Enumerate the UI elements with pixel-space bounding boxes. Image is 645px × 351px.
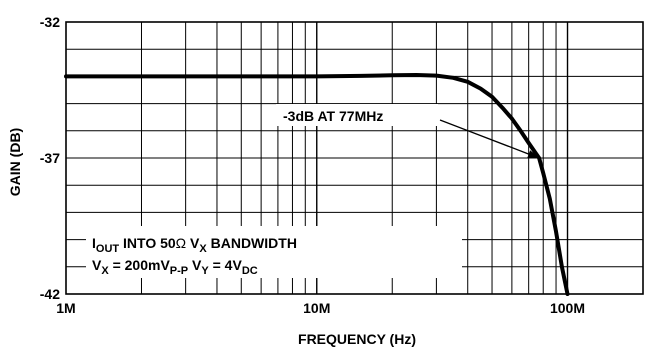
- data-point: [359, 74, 363, 78]
- annotation-background: [276, 104, 438, 126]
- x-axis-title: FREQUENCY (Hz): [298, 331, 416, 347]
- data-point: [510, 117, 514, 121]
- x-tick-label: 1M: [56, 300, 75, 316]
- series-layer: [64, 73, 570, 296]
- data-point: [315, 74, 319, 78]
- note-line-2-eq: = 200mV: [109, 257, 171, 273]
- data-point: [560, 265, 564, 269]
- note-line-2-vy: V: [188, 257, 202, 273]
- note-line-2-vy-sub: Y: [201, 265, 209, 277]
- note-line-1-vx: V: [186, 235, 200, 251]
- data-point: [140, 74, 143, 78]
- note-line-2-eq2: = 4V: [209, 257, 243, 273]
- note-line-2: VX = 200mVP-P VY = 4VDC: [92, 257, 258, 277]
- x-tick-label: 10M: [303, 300, 330, 316]
- note-line-1-i-sub: OUT: [96, 243, 120, 255]
- note-line-2-v-sub: X: [101, 265, 109, 277]
- note-line-1: IOUT INTO 50Ω VX BANDWIDTH: [92, 235, 297, 255]
- data-point: [527, 141, 531, 145]
- data-point: [64, 74, 68, 78]
- annotation-3db-arrow: [439, 119, 530, 155]
- annotation-3db-label: -3dB AT 77MHz: [283, 108, 383, 124]
- data-point: [451, 76, 455, 80]
- note-line-2-v: V: [92, 257, 102, 273]
- data-point: [490, 95, 494, 99]
- data-point: [466, 80, 470, 84]
- note-line-1-into: INTO 50: [119, 235, 176, 251]
- data-point: [534, 152, 538, 156]
- data-point: [415, 73, 418, 77]
- data-point: [548, 197, 552, 201]
- note-line-2-pp-sub: P-P: [170, 265, 188, 277]
- data-point: [541, 171, 545, 175]
- data-point: [479, 87, 483, 91]
- y-tick-label: -42: [40, 286, 60, 302]
- data-point: [519, 129, 523, 133]
- y-tick-label: -37: [40, 150, 60, 166]
- note-line-1-i: I: [92, 235, 96, 251]
- data-point: [239, 74, 243, 78]
- plot-border: [65, 21, 644, 295]
- data-point: [434, 74, 438, 78]
- y-tick-label: -32: [40, 14, 60, 30]
- note-background: [86, 226, 462, 278]
- note-line-2-dc-sub: DC: [242, 265, 258, 277]
- data-point: [537, 156, 541, 160]
- data-point: [390, 73, 394, 77]
- data-point: [500, 106, 504, 110]
- y-axis-title: GAIN (DB): [7, 128, 23, 196]
- data-point: [554, 229, 558, 233]
- note-line-1-bw: BANDWIDTH: [207, 235, 297, 251]
- plot-frame: [65, 21, 644, 295]
- x-tick-label: 100M: [550, 300, 585, 316]
- note-line-1-omega: Ω: [176, 235, 186, 251]
- note-line-1-vx-sub: X: [199, 243, 207, 255]
- data-point: [566, 292, 569, 296]
